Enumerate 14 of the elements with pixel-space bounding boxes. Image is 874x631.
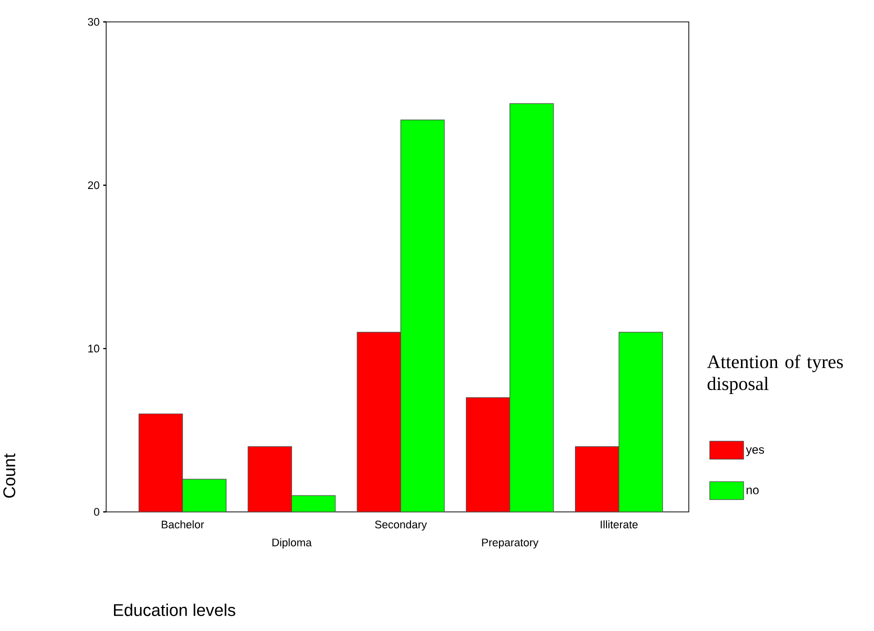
legend-title: Attention of tyres disposal: [707, 354, 843, 394]
y-tick-label: 20: [88, 181, 100, 189]
x-tick-label: Bachelor: [162, 520, 204, 528]
legend-label: no: [746, 487, 759, 494]
x-tick-label: Diploma: [272, 538, 312, 548]
legend-label: yes: [746, 447, 764, 456]
y-tick-label: 0: [94, 508, 100, 516]
y-tick-label: 10: [88, 344, 100, 352]
y-axis-title: Count: [3, 453, 16, 498]
y-tick-label: 30: [88, 18, 100, 26]
x-tick-label: Preparatory: [482, 538, 538, 548]
x-axis-title: Education levels: [114, 603, 236, 616]
x-tick-label: Illiterate: [600, 520, 638, 528]
x-tick-label: Secondary: [375, 520, 427, 530]
